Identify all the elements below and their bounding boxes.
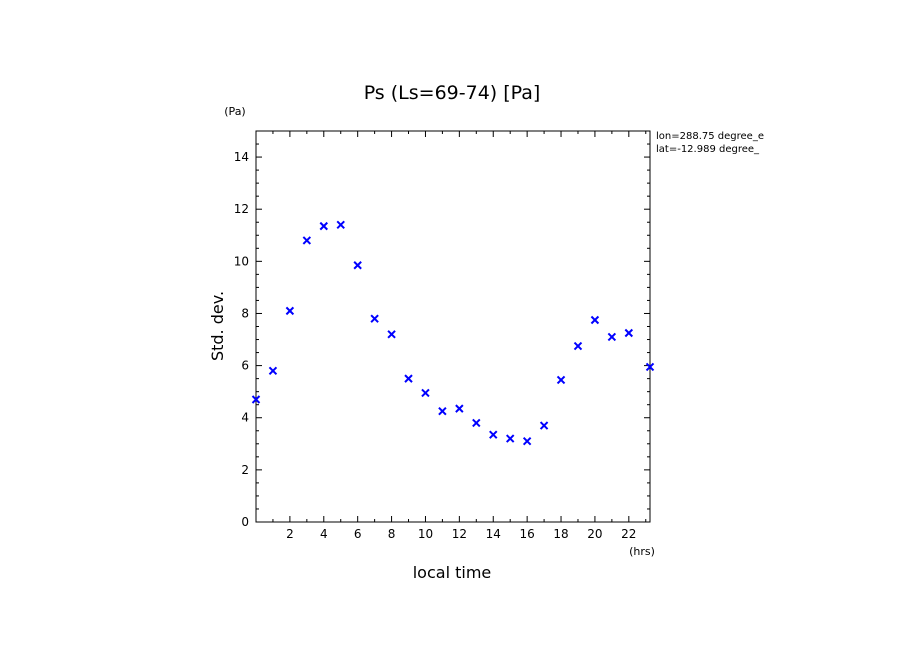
annotation-lat: lat=-12.989 degree_ xyxy=(656,144,760,155)
data-point xyxy=(302,236,312,245)
data-point xyxy=(336,220,345,230)
data-point xyxy=(556,375,566,385)
x-tick-label: 16 xyxy=(519,527,534,541)
y-tick-labels: 0 2 4 6 8 10 12 14 xyxy=(234,150,249,529)
data-point xyxy=(370,314,379,323)
y-tick-label: 2 xyxy=(241,463,249,477)
x-tick-label: 2 xyxy=(286,527,294,541)
x-tick-label: 6 xyxy=(354,527,362,541)
data-point xyxy=(404,374,413,383)
x-tick-label: 20 xyxy=(587,527,602,541)
data-point xyxy=(285,306,295,316)
data-point xyxy=(522,436,532,446)
x-tick-label: 8 xyxy=(388,527,396,541)
axis-ticks xyxy=(256,131,650,522)
x-tick-labels: 2 4 6 8 10 12 14 16 18 20 22 xyxy=(286,527,636,541)
data-point xyxy=(353,261,362,270)
x-axis-label: local time xyxy=(413,563,492,582)
y-tick-label: 8 xyxy=(241,306,249,320)
chart-title: Ps (Ls=69-74) [Pa] xyxy=(364,82,541,104)
data-points xyxy=(251,220,655,446)
data-point xyxy=(624,328,634,338)
x-tick-label: 14 xyxy=(486,527,501,541)
data-point xyxy=(251,395,261,404)
data-point xyxy=(455,404,464,413)
annotation-lon: lon=288.75 degree_e xyxy=(656,131,764,142)
y-unit-label: (Pa) xyxy=(224,105,245,118)
data-point xyxy=(645,362,655,372)
y-tick-label: 10 xyxy=(234,254,249,268)
x-unit-label: (hrs) xyxy=(629,545,655,558)
data-point xyxy=(539,421,549,430)
x-tick-label: 18 xyxy=(553,527,568,541)
data-point xyxy=(590,315,600,325)
y-tick-label: 12 xyxy=(234,202,249,216)
data-point xyxy=(421,388,430,398)
data-point xyxy=(438,407,447,416)
x-tick-label: 22 xyxy=(621,527,636,541)
y-tick-label: 6 xyxy=(241,359,249,373)
data-point xyxy=(607,332,617,342)
x-tick-label: 12 xyxy=(452,527,467,541)
y-tick-label: 14 xyxy=(234,150,249,164)
data-point xyxy=(387,330,396,339)
y-tick-label: 4 xyxy=(241,411,249,425)
data-point xyxy=(319,221,328,231)
y-tick-label: 0 xyxy=(241,515,249,529)
x-tick-label: 10 xyxy=(418,527,433,541)
x-tick-label: 4 xyxy=(320,527,328,541)
data-point xyxy=(505,434,515,443)
data-point xyxy=(573,341,583,351)
data-point xyxy=(489,430,498,439)
data-point xyxy=(472,418,481,428)
data-point xyxy=(268,366,278,376)
plot-frame xyxy=(255,130,651,523)
y-axis-label: Std. dev. xyxy=(208,291,227,361)
